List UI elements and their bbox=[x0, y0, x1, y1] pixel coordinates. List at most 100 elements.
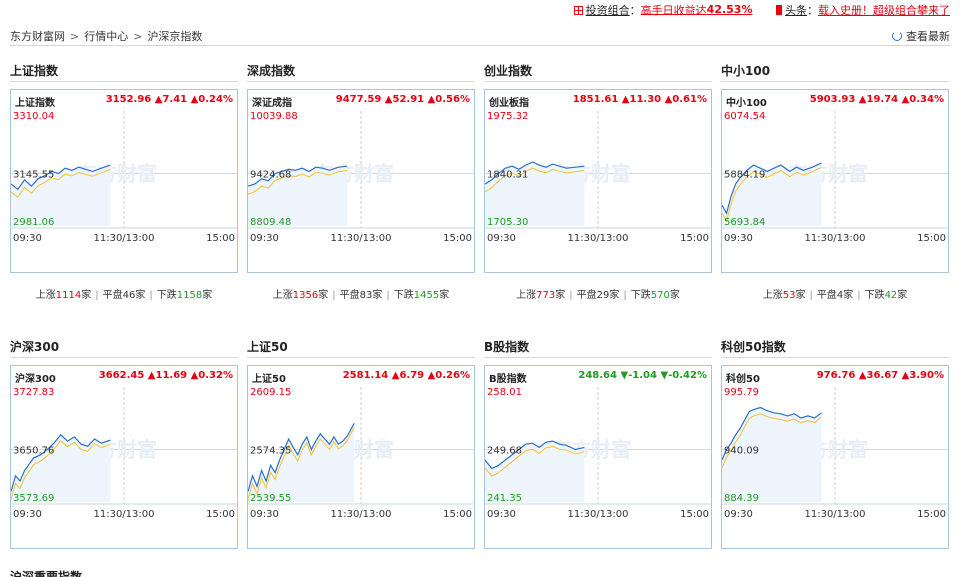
average-price-line bbox=[248, 169, 348, 195]
index-change: ▲36.67 bbox=[858, 370, 899, 381]
index-price: 2581.14 bbox=[342, 370, 389, 381]
index-quote: 1851.61 ▲11.30 ▲0.61% bbox=[573, 94, 707, 105]
index-card-title[interactable]: 创业指数 bbox=[484, 60, 712, 82]
high-label: 3310.04 bbox=[13, 111, 54, 122]
prev-close-label: 940.09 bbox=[724, 446, 759, 457]
index-price: 5903.93 bbox=[809, 94, 856, 105]
time-axis-label: 09:30 bbox=[724, 233, 753, 244]
stats-up-label: 上涨 bbox=[516, 290, 537, 301]
prev-close-label: 249.68 bbox=[487, 446, 522, 457]
index-quote: 5903.93 ▲19.74 ▲0.34% bbox=[810, 94, 944, 105]
decline-count: 570 bbox=[650, 290, 670, 301]
index-change-pct: ▲0.61% bbox=[664, 94, 707, 105]
time-axis-label: 11:30/13:00 bbox=[330, 233, 391, 244]
prev-close-label: 2574.35 bbox=[250, 446, 291, 457]
stats-unit: 家 bbox=[202, 290, 213, 301]
index-quote-header: 中小100 5903.93 ▲19.74 ▲0.34% bbox=[726, 94, 944, 109]
index-card-title[interactable]: 科创50指数 bbox=[721, 336, 949, 358]
stats-down-label: 下跌 bbox=[393, 290, 414, 301]
high-label: 10039.88 bbox=[250, 111, 298, 122]
stats-unit: 家 bbox=[795, 290, 806, 301]
time-axis-label: 11:30/13:00 bbox=[804, 233, 865, 244]
breadcrumb-sep: > bbox=[133, 30, 143, 43]
price-area bbox=[248, 423, 355, 502]
index-card-title[interactable]: 中小100 bbox=[721, 60, 949, 82]
index-card[interactable]: 上证指数上证指数 3152.96 ▲7.41 ▲0.24% 东方财富 3310.04 3… bbox=[10, 60, 238, 301]
portfolio-promo-link[interactable]: 高手日收益达42.53% bbox=[641, 3, 753, 17]
index-card-title[interactable]: B股指数 bbox=[484, 336, 712, 358]
index-chart-frame[interactable]: 上证指数 3152.96 ▲7.41 ▲0.24% 东方财富 3310.04 3145.… bbox=[10, 89, 238, 273]
unchanged-count: 46 bbox=[122, 290, 136, 301]
low-label: 2539.55 bbox=[250, 493, 291, 504]
low-label: 2981.06 bbox=[13, 217, 54, 228]
price-area bbox=[485, 441, 585, 502]
stats-divider: | bbox=[149, 290, 153, 301]
index-card-title[interactable]: 上证50 bbox=[247, 336, 475, 358]
index-card[interactable]: 科创50指数科创50 976.76 ▲36.67 ▲3.90% 东方财富 995.79… bbox=[721, 336, 949, 549]
index-card[interactable]: 沪深300 沪深300 3662.45 ▲11.69 ▲0.32% 东方财富 3727.… bbox=[10, 336, 238, 549]
index-card[interactable]: B股指数 B股指数 248.64 ▼-1.04 ▼-0.42% 东方财富 258.01 2… bbox=[484, 336, 712, 549]
low-label: 241.35 bbox=[487, 493, 522, 504]
prev-close-label: 3145.55 bbox=[13, 170, 54, 181]
headline-label-link[interactable]: 头条 bbox=[785, 4, 807, 17]
index-card[interactable]: 创业指数创业板指 1851.61 ▲11.30 ▲0.61% 东方财富 1975.32… bbox=[484, 60, 712, 301]
price-area bbox=[11, 165, 111, 226]
bottom-section-title: 沪深重要指数 bbox=[10, 570, 83, 577]
time-axis-label: 09:30 bbox=[724, 509, 753, 520]
advance-decline-stats: 上涨773家 | 平盘29家 | 下跌570家 bbox=[484, 286, 712, 304]
stats-unit: 家 bbox=[318, 290, 329, 301]
advance-decline-stats: 上涨53家 | 平盘4家 | 下跌42家 bbox=[721, 286, 949, 304]
breadcrumb-market-center[interactable]: 行情中心 bbox=[84, 30, 129, 43]
advance-decline-stats: 上涨1356家 | 平盘83家 | 下跌1455家 bbox=[247, 286, 475, 304]
average-price-line bbox=[11, 168, 111, 198]
index-change: ▼-1.04 bbox=[620, 370, 657, 381]
index-chart-frame[interactable]: 深证成指 9477.59 ▲52.91 ▲0.56% 东方财富 10039.88 942… bbox=[247, 89, 475, 273]
index-card-title[interactable]: 沪深300 bbox=[10, 336, 238, 358]
time-axis-label: 11:30/13:00 bbox=[804, 509, 865, 520]
index-change-pct: ▲0.34% bbox=[901, 94, 944, 105]
index-price: 9477.59 bbox=[335, 94, 382, 105]
time-axis-label: 11:30/13:00 bbox=[330, 509, 391, 520]
breadcrumb-sep: > bbox=[70, 30, 80, 43]
time-axis-label: 15:00 bbox=[206, 509, 235, 520]
index-card[interactable]: 中小100 中小100 5903.93 ▲19.74 ▲0.34% 东方财富 6074.… bbox=[721, 60, 949, 301]
high-label: 2609.15 bbox=[250, 387, 291, 398]
unchanged-count: 4 bbox=[836, 290, 844, 301]
index-chart-frame[interactable]: 沪深300 3662.45 ▲11.69 ▲0.32% 东方财富 3727.83 365… bbox=[10, 365, 238, 549]
index-chart-frame[interactable]: B股指数 248.64 ▼-1.04 ▼-0.42% 东方财富 258.01 249.6… bbox=[484, 365, 712, 549]
prev-close-label: 3650.76 bbox=[13, 446, 54, 457]
unchanged-count: 83 bbox=[359, 290, 373, 301]
refresh-icon bbox=[892, 31, 902, 41]
stats-unit: 家 bbox=[555, 290, 566, 301]
index-quote-header: 上证指数 3152.96 ▲7.41 ▲0.24% bbox=[15, 94, 233, 109]
refresh-label: 查看最新 bbox=[906, 30, 950, 43]
portfolio-link[interactable]: 投资组合 bbox=[585, 4, 630, 17]
headline-link[interactable]: 载入史册！超级组合攀来了 bbox=[818, 4, 950, 17]
breadcrumb-home[interactable]: 东方财富网 bbox=[10, 30, 65, 43]
time-axis-label: 09:30 bbox=[13, 233, 42, 244]
decline-count: 1455 bbox=[413, 290, 440, 301]
refresh-button[interactable]: 查看最新 bbox=[892, 28, 950, 44]
index-card[interactable]: 深成指数深证成指 9477.59 ▲52.91 ▲0.56% 东方财富 10039.8… bbox=[247, 60, 475, 301]
average-price-line bbox=[722, 413, 822, 469]
index-quote-header: 深证成指 9477.59 ▲52.91 ▲0.56% bbox=[252, 94, 470, 109]
stats-unit: 家 bbox=[897, 290, 908, 301]
index-name: B股指数 bbox=[489, 374, 527, 385]
index-chart-frame[interactable]: 创业板指 1851.61 ▲11.30 ▲0.61% 东方财富 1975.32 1840… bbox=[484, 89, 712, 273]
time-axis-label: 15:00 bbox=[443, 233, 472, 244]
high-label: 6074.54 bbox=[724, 111, 765, 122]
stats-unit: 家 bbox=[609, 290, 620, 301]
stats-unit: 家 bbox=[669, 290, 680, 301]
breadcrumb-bar: 东方财富网 > 行情中心 > 沪深京指数 查看最新 bbox=[10, 28, 950, 46]
index-quote-header: 沪深300 3662.45 ▲11.69 ▲0.32% bbox=[15, 370, 233, 385]
index-card-title[interactable]: 上证指数 bbox=[10, 60, 238, 82]
index-chart-frame[interactable]: 中小100 5903.93 ▲19.74 ▲0.34% 东方财富 6074.54 588… bbox=[721, 89, 949, 273]
index-chart-frame[interactable]: 科创50 976.76 ▲36.67 ▲3.90% 东方财富 995.79 940.09… bbox=[721, 365, 949, 549]
index-quote: 248.64 ▼-1.04 ▼-0.42% bbox=[578, 370, 707, 381]
index-quote: 9477.59 ▲52.91 ▲0.56% bbox=[336, 94, 470, 105]
stats-divider: | bbox=[569, 290, 573, 301]
index-card-title[interactable]: 深成指数 bbox=[247, 60, 475, 82]
price-area bbox=[722, 407, 822, 502]
